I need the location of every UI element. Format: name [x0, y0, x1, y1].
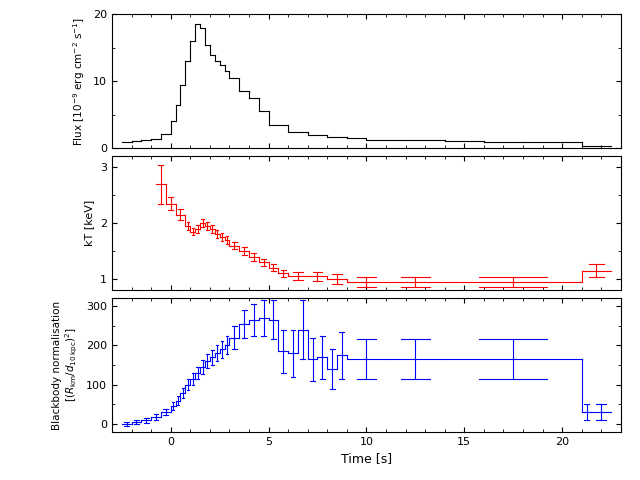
X-axis label: Time [s]: Time [s] [341, 453, 392, 466]
Y-axis label: Blackbody normalisation
[$(R_{\rm km}/d_{10\,{\rm kpc}})^2$]: Blackbody normalisation [$(R_{\rm km}/d_… [52, 300, 81, 430]
Y-axis label: kT [keV]: kT [keV] [84, 200, 95, 246]
Y-axis label: Flux [$10^{-9}$ erg cm$^{-2}$ s$^{-1}$]: Flux [$10^{-9}$ erg cm$^{-2}$ s$^{-1}$] [72, 17, 88, 146]
